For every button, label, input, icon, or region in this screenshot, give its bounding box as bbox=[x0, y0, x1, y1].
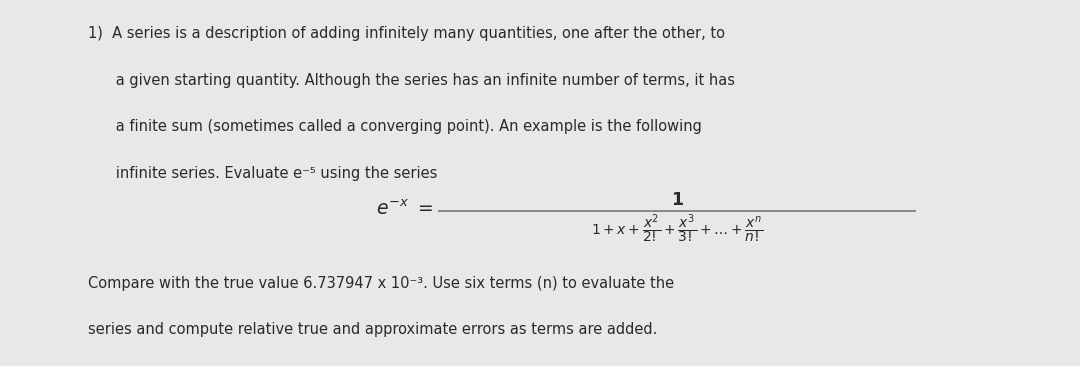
Text: a given starting quantity. Although the series has an infinite number of terms, : a given starting quantity. Although the … bbox=[89, 73, 735, 88]
Text: $e^{-x}\ =$: $e^{-x}\ =$ bbox=[376, 199, 433, 219]
Text: infinite series. Evaluate e⁻⁵ using the series: infinite series. Evaluate e⁻⁵ using the … bbox=[89, 166, 437, 181]
Text: a finite sum (sometimes called a converging point). An example is the following: a finite sum (sometimes called a converg… bbox=[89, 119, 702, 134]
Text: Compare with the true value 6.737947 x 10⁻³. Use six terms (n) to evaluate the: Compare with the true value 6.737947 x 1… bbox=[89, 276, 674, 291]
Text: $1 + x + \dfrac{x^2}{2!} + \dfrac{x^3}{3!} + \ldots + \dfrac{x^n}{n!}$: $1 + x + \dfrac{x^2}{2!} + \dfrac{x^3}{3… bbox=[591, 212, 764, 245]
Text: $\mathbf{1}$: $\mathbf{1}$ bbox=[671, 191, 684, 209]
Text: 1)  A series is a description of adding infinitely many quantities, one after th: 1) A series is a description of adding i… bbox=[89, 26, 726, 41]
Text: series and compute relative true and approximate errors as terms are added.: series and compute relative true and app… bbox=[89, 322, 658, 337]
